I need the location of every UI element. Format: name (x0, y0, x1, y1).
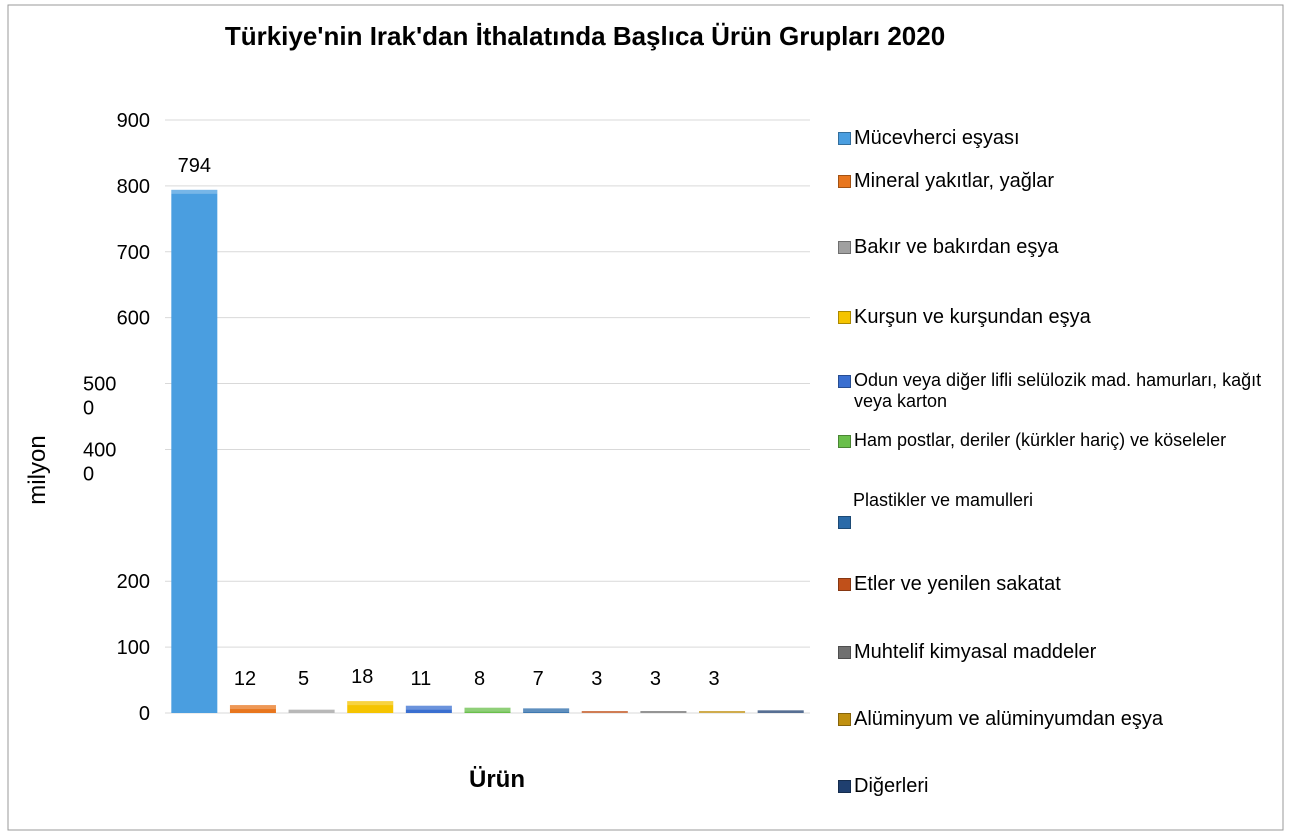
legend-label: Mücevherci eşyası (854, 127, 1020, 149)
bar (229, 705, 276, 713)
data-label: 18 (351, 666, 373, 688)
bar-highlight (640, 711, 687, 713)
data-label: 3 (708, 668, 719, 690)
legend-label: Mineral yakıtlar, yağlar (854, 170, 1055, 192)
legend-item: Muhtelif kimyasal maddeler (838, 641, 1096, 664)
legend-item: Mücevherci eşyası (838, 127, 1020, 150)
bar (347, 701, 394, 713)
y-tick-label: 500 0 (83, 374, 116, 420)
bar-highlight (288, 709, 335, 713)
bar (581, 711, 628, 713)
legend-swatch (838, 713, 851, 726)
legend-swatch (838, 241, 851, 254)
legend-label: Plastikler ve mamulleri (853, 490, 1034, 510)
legend-swatch (838, 375, 851, 388)
legend-item: Ham postlar, deriler (kürkler hariç) ve … (838, 430, 1278, 451)
y-tick-label-line: 0 (83, 398, 94, 420)
bar (699, 711, 746, 713)
bar-highlight (699, 711, 746, 713)
legend-label: Etler ve yenilen sakatat (854, 573, 1061, 595)
legend-label: Odun veya diğer lifli selülozik mad. ham… (854, 370, 1262, 411)
y-axis-label: milyon (24, 435, 51, 504)
y-tick-label: 900 (117, 110, 150, 132)
data-label: 794 (178, 155, 211, 177)
legend-item: Plastikler ve mamulleri (838, 490, 1278, 529)
bar-highlight (229, 705, 276, 710)
legend-item: Mineral yakıtlar, yağlar (838, 170, 1054, 193)
bar-highlight (464, 707, 511, 712)
legend-label: Kurşun ve kurşundan eşya (854, 306, 1091, 328)
bar-highlight (757, 710, 804, 713)
data-label: 5 (298, 668, 309, 690)
legend-item: Etler ve yenilen sakatat (838, 573, 1061, 596)
bar (757, 710, 804, 713)
y-tick-label: 700 (117, 242, 150, 264)
x-axis-label: Ürün (469, 766, 525, 793)
legend-swatch (838, 311, 851, 324)
data-label: 11 (410, 668, 431, 690)
legend-item: Odun veya diğer lifli selülozik mad. ham… (838, 370, 1278, 412)
frame (7, 4, 1284, 831)
y-tick-label: 200 (117, 571, 150, 593)
legend-swatch (838, 175, 851, 188)
legend-swatch (838, 132, 851, 145)
bar-highlight (347, 701, 394, 706)
bar (405, 705, 452, 713)
y-tick-label: 600 (117, 308, 150, 330)
legend-item: Kurşun ve kurşundan eşya (838, 306, 1091, 329)
chart-title: Türkiye'nin Irak'dan İthalatında Başlıca… (225, 21, 945, 51)
legend-item: Alüminyum ve alüminyumdan eşya (838, 708, 1163, 731)
legend-label: Alüminyum ve alüminyumdan eşya (854, 708, 1164, 730)
bar (523, 708, 570, 713)
bar (171, 189, 218, 713)
legend-label: Diğerleri (854, 775, 929, 797)
legend-item: Diğerleri (838, 775, 928, 798)
y-tick-label: 0 (139, 703, 150, 725)
bar (640, 711, 687, 713)
data-label: 7 (533, 668, 544, 690)
legend-swatch (838, 578, 851, 591)
bar (288, 709, 335, 713)
data-label: 3 (650, 668, 661, 690)
y-tick-label-line: 400 (83, 439, 116, 461)
y-tick-label: 800 (117, 176, 150, 198)
legend-swatch (838, 435, 851, 448)
bar-highlight (523, 708, 570, 713)
y-tick-label-line: 0 (83, 463, 94, 485)
data-label: 3 (591, 668, 602, 690)
legend-swatch (838, 516, 851, 529)
legend-label: Muhtelif kimyasal maddeler (854, 641, 1097, 663)
bar (464, 707, 511, 713)
bar-highlight (171, 189, 218, 194)
y-tick-label-line: 500 (83, 374, 116, 396)
legend-swatch (838, 780, 851, 793)
legend-swatch (838, 646, 851, 659)
bar-highlight (581, 711, 628, 713)
legend-label: Bakır ve bakırdan eşya (854, 236, 1059, 258)
legend-label: Ham postlar, deriler (kürkler hariç) ve … (854, 430, 1227, 450)
y-tick-label: 100 (117, 637, 150, 659)
bar-highlight (405, 705, 452, 710)
data-label: 12 (234, 668, 256, 690)
legend-item: Bakır ve bakırdan eşya (838, 236, 1059, 259)
data-label: 8 (474, 668, 485, 690)
y-tick-label: 400 0 (83, 439, 116, 485)
